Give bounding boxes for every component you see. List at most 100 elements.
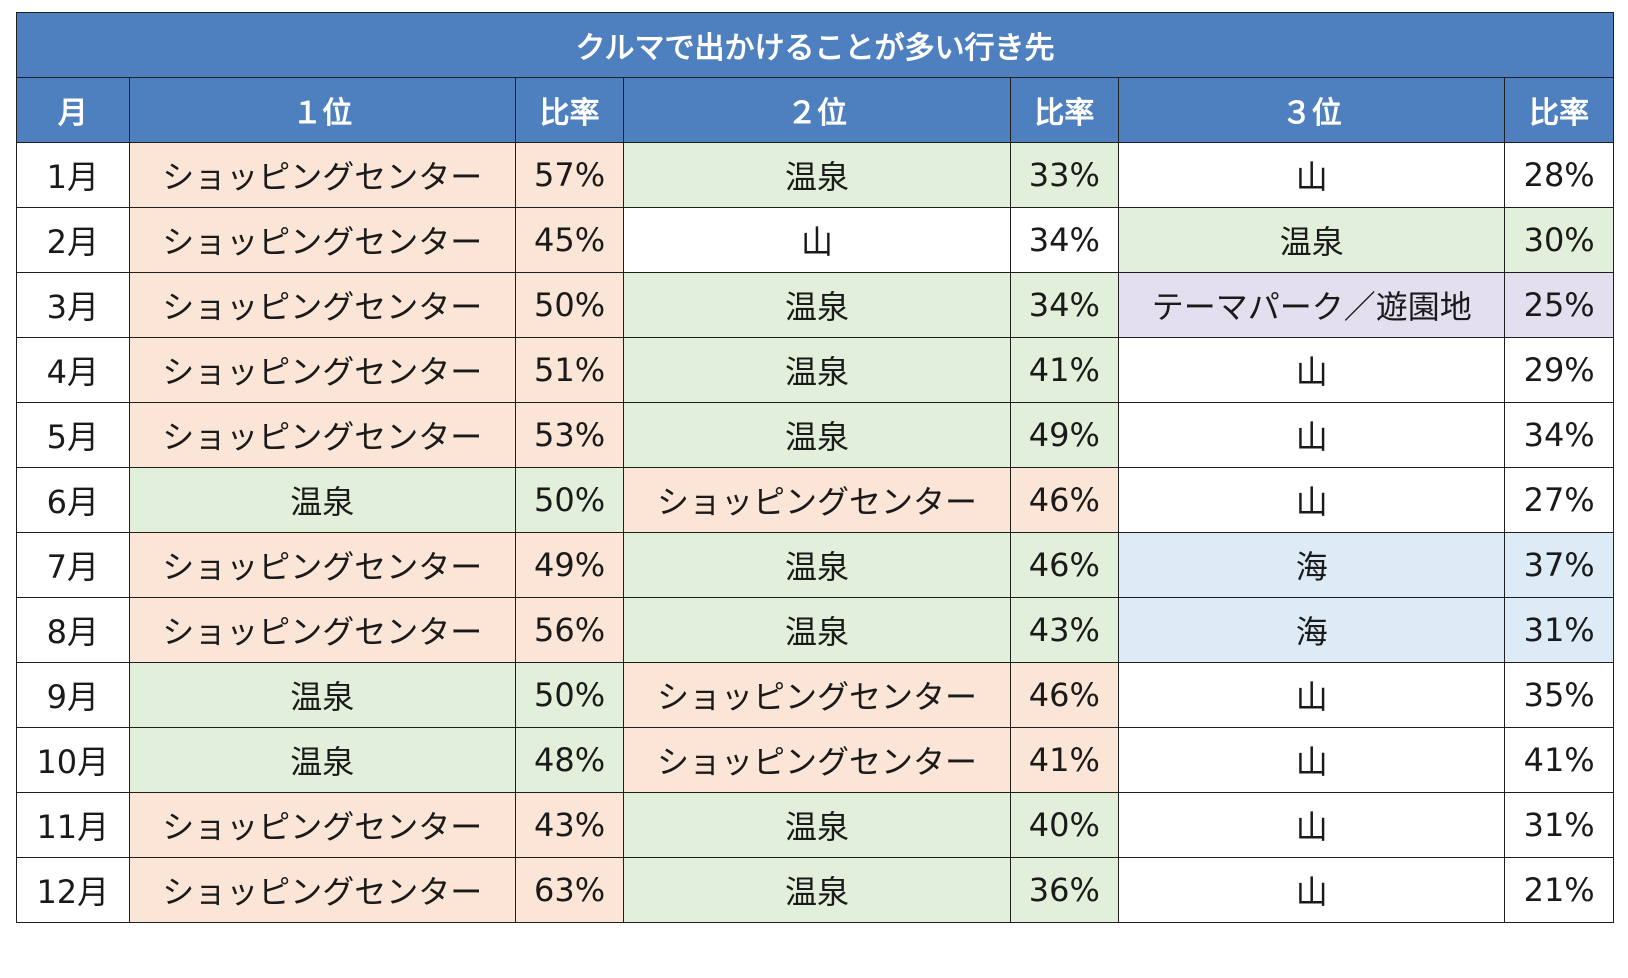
rank-1-place-cell: 温泉 [128, 467, 516, 533]
rank-3-rate-cell: 35% [1504, 662, 1614, 728]
rank-2-place-cell: 温泉 [623, 857, 1011, 923]
rank-2-place-cell: 山 [623, 207, 1011, 273]
rank-2-place-cell: 温泉 [623, 142, 1011, 208]
rank-2-place-cell: ショッピングセンター [623, 467, 1011, 533]
rank-2-rate-cell: 33% [1009, 142, 1120, 208]
header-rank-1: １位 [128, 77, 516, 143]
month-cell: 1月 [16, 142, 130, 208]
rank-1-place-cell: ショッピングセンター [128, 402, 516, 468]
rank-3-place-cell: 山 [1118, 857, 1506, 923]
rank-3-rate-cell: 30% [1504, 207, 1614, 273]
rank-2-rate-cell: 34% [1009, 207, 1120, 273]
table-title: クルマで出かけることが多い行き先 [16, 12, 1614, 78]
table-row: 10月 温泉 48% ショッピングセンター 41% 山 41% [16, 727, 1614, 793]
rank-2-rate-cell: 46% [1009, 467, 1120, 533]
header-rate-1: 比率 [514, 77, 625, 143]
rank-1-place-cell: 温泉 [128, 727, 516, 793]
month-cell: 5月 [16, 402, 130, 468]
rank-3-place-cell: 温泉 [1118, 207, 1506, 273]
rank-3-place-cell: 山 [1118, 792, 1506, 858]
rank-1-rate-cell: 63% [514, 857, 625, 923]
table-row: 6月 温泉 50% ショッピングセンター 46% 山 27% [16, 467, 1614, 533]
rank-3-place-cell: 山 [1118, 467, 1506, 533]
table-row: 11月 ショッピングセンター 43% 温泉 40% 山 31% [16, 792, 1614, 858]
rank-2-rate-cell: 46% [1009, 662, 1120, 728]
rank-3-place-cell: 山 [1118, 337, 1506, 403]
month-cell: 2月 [16, 207, 130, 273]
rank-1-rate-cell: 51% [514, 337, 625, 403]
rank-2-place-cell: 温泉 [623, 272, 1011, 338]
rank-3-place-cell: 山 [1118, 662, 1506, 728]
rank-1-rate-cell: 48% [514, 727, 625, 793]
rank-1-place-cell: ショッピングセンター [128, 792, 516, 858]
rank-3-place-cell: テーマパーク／遊園地 [1118, 272, 1506, 338]
rank-2-place-cell: ショッピングセンター [623, 662, 1011, 728]
rank-1-place-cell: ショッピングセンター [128, 142, 516, 208]
rank-3-place-cell: 山 [1118, 402, 1506, 468]
month-cell: 8月 [16, 597, 130, 663]
rank-2-rate-cell: 43% [1009, 597, 1120, 663]
header-rate-3: 比率 [1504, 77, 1614, 143]
rank-1-rate-cell: 56% [514, 597, 625, 663]
header-row: 月 １位 比率 ２位 比率 ３位 比率 [16, 77, 1614, 143]
rank-2-rate-cell: 41% [1009, 727, 1120, 793]
rank-1-rate-cell: 53% [514, 402, 625, 468]
table-row: 7月 ショッピングセンター 49% 温泉 46% 海 37% [16, 532, 1614, 598]
table-row: 1月 ショッピングセンター 57% 温泉 33% 山 28% [16, 142, 1614, 208]
rank-1-place-cell: 温泉 [128, 662, 516, 728]
rank-3-rate-cell: 37% [1504, 532, 1614, 598]
table-row: 12月 ショッピングセンター 63% 温泉 36% 山 21% [16, 857, 1614, 923]
rank-2-place-cell: 温泉 [623, 532, 1011, 598]
rank-3-place-cell: 海 [1118, 532, 1506, 598]
rank-1-rate-cell: 50% [514, 662, 625, 728]
rank-3-place-cell: 山 [1118, 727, 1506, 793]
rank-2-rate-cell: 34% [1009, 272, 1120, 338]
month-cell: 3月 [16, 272, 130, 338]
table-body: 1月 ショッピングセンター 57% 温泉 33% 山 28% 2月 ショッピングセンター 45% 山… [16, 142, 1614, 923]
rank-3-rate-cell: 31% [1504, 792, 1614, 858]
rank-2-place-cell: 温泉 [623, 597, 1011, 663]
month-cell: 7月 [16, 532, 130, 598]
table-row: 5月 ショッピングセンター 53% 温泉 49% 山 34% [16, 402, 1614, 468]
rank-2-rate-cell: 49% [1009, 402, 1120, 468]
destination-ranking-table: クルマで出かけることが多い行き先 月 １位 比率 ２位 比率 ３位 比率 1月シ… [16, 12, 1614, 923]
rank-1-rate-cell: 50% [514, 272, 625, 338]
month-cell: 6月 [16, 467, 130, 533]
rank-1-rate-cell: 49% [514, 532, 625, 598]
rank-1-rate-cell: 43% [514, 792, 625, 858]
rank-2-rate-cell: 40% [1009, 792, 1120, 858]
rank-3-rate-cell: 27% [1504, 467, 1614, 533]
table-row: 4月 ショッピングセンター 51% 温泉 41% 山 29% [16, 337, 1614, 403]
rank-3-rate-cell: 28% [1504, 142, 1614, 208]
rank-1-place-cell: ショッピングセンター [128, 272, 516, 338]
header-rank-3: ３位 [1118, 77, 1506, 143]
month-cell: 4月 [16, 337, 130, 403]
month-cell: 9月 [16, 662, 130, 728]
rank-1-rate-cell: 50% [514, 467, 625, 533]
rank-3-rate-cell: 31% [1504, 597, 1614, 663]
rank-1-place-cell: ショッピングセンター [128, 597, 516, 663]
rank-2-place-cell: 温泉 [623, 337, 1011, 403]
rank-2-place-cell: 温泉 [623, 792, 1011, 858]
month-cell: 10月 [16, 727, 130, 793]
header-rate-2: 比率 [1009, 77, 1120, 143]
rank-3-rate-cell: 34% [1504, 402, 1614, 468]
rank-2-place-cell: ショッピングセンター [623, 727, 1011, 793]
rank-2-rate-cell: 36% [1009, 857, 1120, 923]
header-month: 月 [16, 77, 130, 143]
rank-3-rate-cell: 41% [1504, 727, 1614, 793]
rank-1-place-cell: ショッピングセンター [128, 857, 516, 923]
rank-2-place-cell: 温泉 [623, 402, 1011, 468]
table-row: 2月 ショッピングセンター 45% 山 34% 温泉 30% [16, 207, 1614, 273]
rank-1-rate-cell: 45% [514, 207, 625, 273]
table-row: 9月 温泉 50% ショッピングセンター 46% 山 35% [16, 662, 1614, 728]
rank-1-place-cell: ショッピングセンター [128, 207, 516, 273]
table-row: 8月 ショッピングセンター 56% 温泉 43% 海 31% [16, 597, 1614, 663]
month-cell: 11月 [16, 792, 130, 858]
rank-3-rate-cell: 21% [1504, 857, 1614, 923]
rank-3-place-cell: 山 [1118, 142, 1506, 208]
rank-3-rate-cell: 29% [1504, 337, 1614, 403]
rank-3-rate-cell: 25% [1504, 272, 1614, 338]
rank-2-rate-cell: 41% [1009, 337, 1120, 403]
table-row: 3月 ショッピングセンター 50% 温泉 34% テーマパーク／遊園地 25% [16, 272, 1614, 338]
